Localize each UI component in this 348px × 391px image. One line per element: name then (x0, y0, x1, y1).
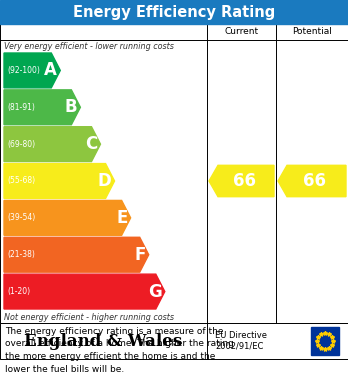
Text: Energy Efficiency Rating: Energy Efficiency Rating (73, 5, 275, 20)
Text: Not energy efficient - higher running costs: Not energy efficient - higher running co… (4, 312, 174, 321)
Text: Potential: Potential (292, 27, 332, 36)
Text: (55-68): (55-68) (7, 176, 35, 185)
Bar (311, 327, 339, 355)
Text: (92-100): (92-100) (7, 66, 40, 75)
Polygon shape (278, 165, 346, 197)
Bar (0, 24, 348, 323)
Text: E: E (116, 209, 128, 227)
Text: C: C (85, 135, 97, 153)
Text: EU Directive: EU Directive (215, 332, 267, 341)
Text: (69-80): (69-80) (7, 140, 35, 149)
Polygon shape (4, 127, 101, 161)
Polygon shape (209, 165, 274, 197)
Text: (39-54): (39-54) (7, 213, 35, 222)
Polygon shape (4, 163, 114, 198)
Bar (0, 0, 348, 24)
Text: A: A (45, 61, 57, 79)
Polygon shape (4, 201, 130, 235)
Polygon shape (4, 237, 149, 272)
Text: (21-38): (21-38) (7, 250, 35, 259)
Text: Current: Current (224, 27, 259, 36)
Text: (81-91): (81-91) (7, 103, 35, 112)
Text: (1-20): (1-20) (7, 287, 30, 296)
Polygon shape (4, 90, 80, 125)
Text: 66: 66 (303, 172, 326, 190)
Text: Very energy efficient - lower running costs: Very energy efficient - lower running co… (4, 42, 174, 51)
Polygon shape (4, 274, 165, 309)
Bar (0, 323, 348, 359)
Text: England & Wales: England & Wales (24, 332, 183, 350)
Text: 66: 66 (233, 172, 256, 190)
Text: B: B (65, 98, 77, 116)
Text: D: D (98, 172, 112, 190)
Text: The energy efficiency rating is a measure of the
overall efficiency of a home. T: The energy efficiency rating is a measur… (5, 327, 234, 373)
Polygon shape (4, 53, 60, 88)
Text: 2002/91/EC: 2002/91/EC (215, 341, 263, 350)
Text: G: G (148, 283, 162, 301)
Text: F: F (134, 246, 146, 264)
